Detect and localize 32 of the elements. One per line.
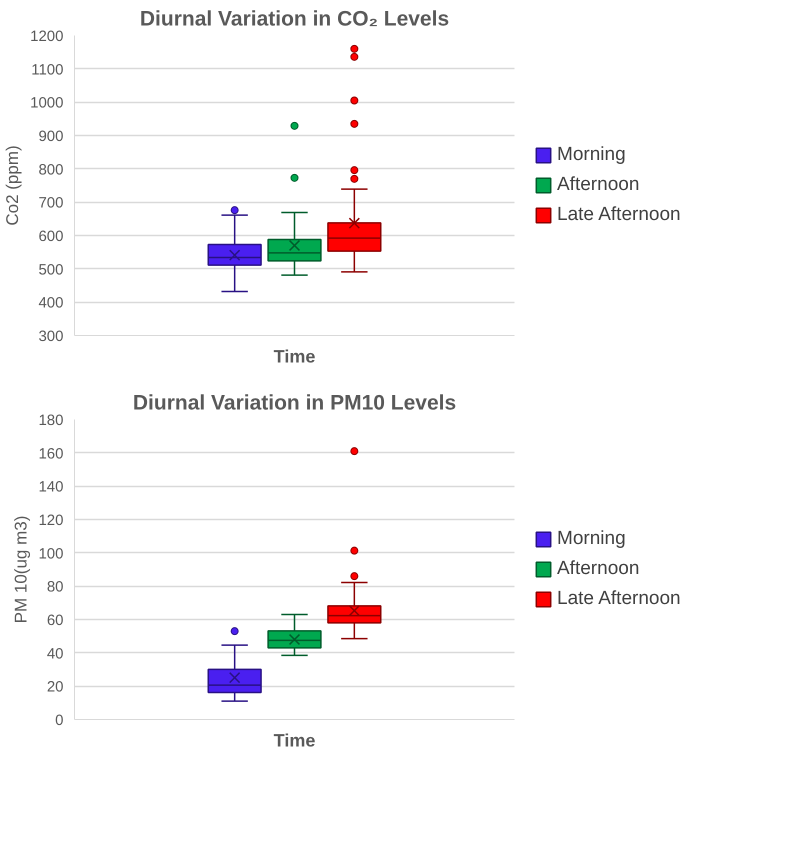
y-tick-label: 180	[38, 412, 64, 429]
y-tick-label: 140	[38, 478, 64, 496]
x-axis-title: Time	[274, 730, 316, 750]
y-tick-label: 0	[55, 712, 64, 729]
y-tick-label: 400	[38, 294, 64, 312]
y-tick-label: 300	[38, 328, 64, 345]
chart-title: Diurnal Variation in PM10 Levels	[132, 392, 456, 414]
legend-label: Morning	[557, 528, 626, 550]
y-tick-label: 1100	[31, 61, 64, 78]
y-tick-label: 100	[38, 545, 64, 562]
y-tick-label: 20	[46, 678, 64, 696]
legend-label: Afternoon	[557, 558, 640, 580]
chart-title: Diurnal Variation in CO₂ Levels	[140, 8, 450, 30]
y-tick-label: 700	[38, 194, 64, 212]
y-tick-label: 120	[38, 512, 64, 529]
y-axis-title: PM 10(ug m3)	[11, 516, 30, 624]
y-tick-label: 600	[38, 228, 64, 245]
y-tick-label: 1200	[30, 28, 64, 45]
y-tick-label: 1000	[30, 94, 64, 112]
y-tick-label: 60	[46, 612, 64, 629]
legend-label: Late Afternoon	[557, 588, 681, 610]
y-tick-label: 80	[46, 578, 64, 596]
legend-label: Late Afternoon	[557, 204, 681, 226]
legend-label: Afternoon	[557, 174, 640, 196]
y-axis-title: Co2 (ppm)	[3, 145, 22, 226]
y-tick-label: 160	[38, 445, 64, 462]
y-tick-label: 40	[46, 645, 64, 662]
y-tick-label: 800	[38, 161, 64, 178]
x-axis-title: Time	[274, 346, 316, 366]
y-tick-label: 900	[38, 128, 64, 145]
y-tick-label: 500	[38, 261, 64, 278]
legend-label: Morning	[557, 144, 626, 166]
